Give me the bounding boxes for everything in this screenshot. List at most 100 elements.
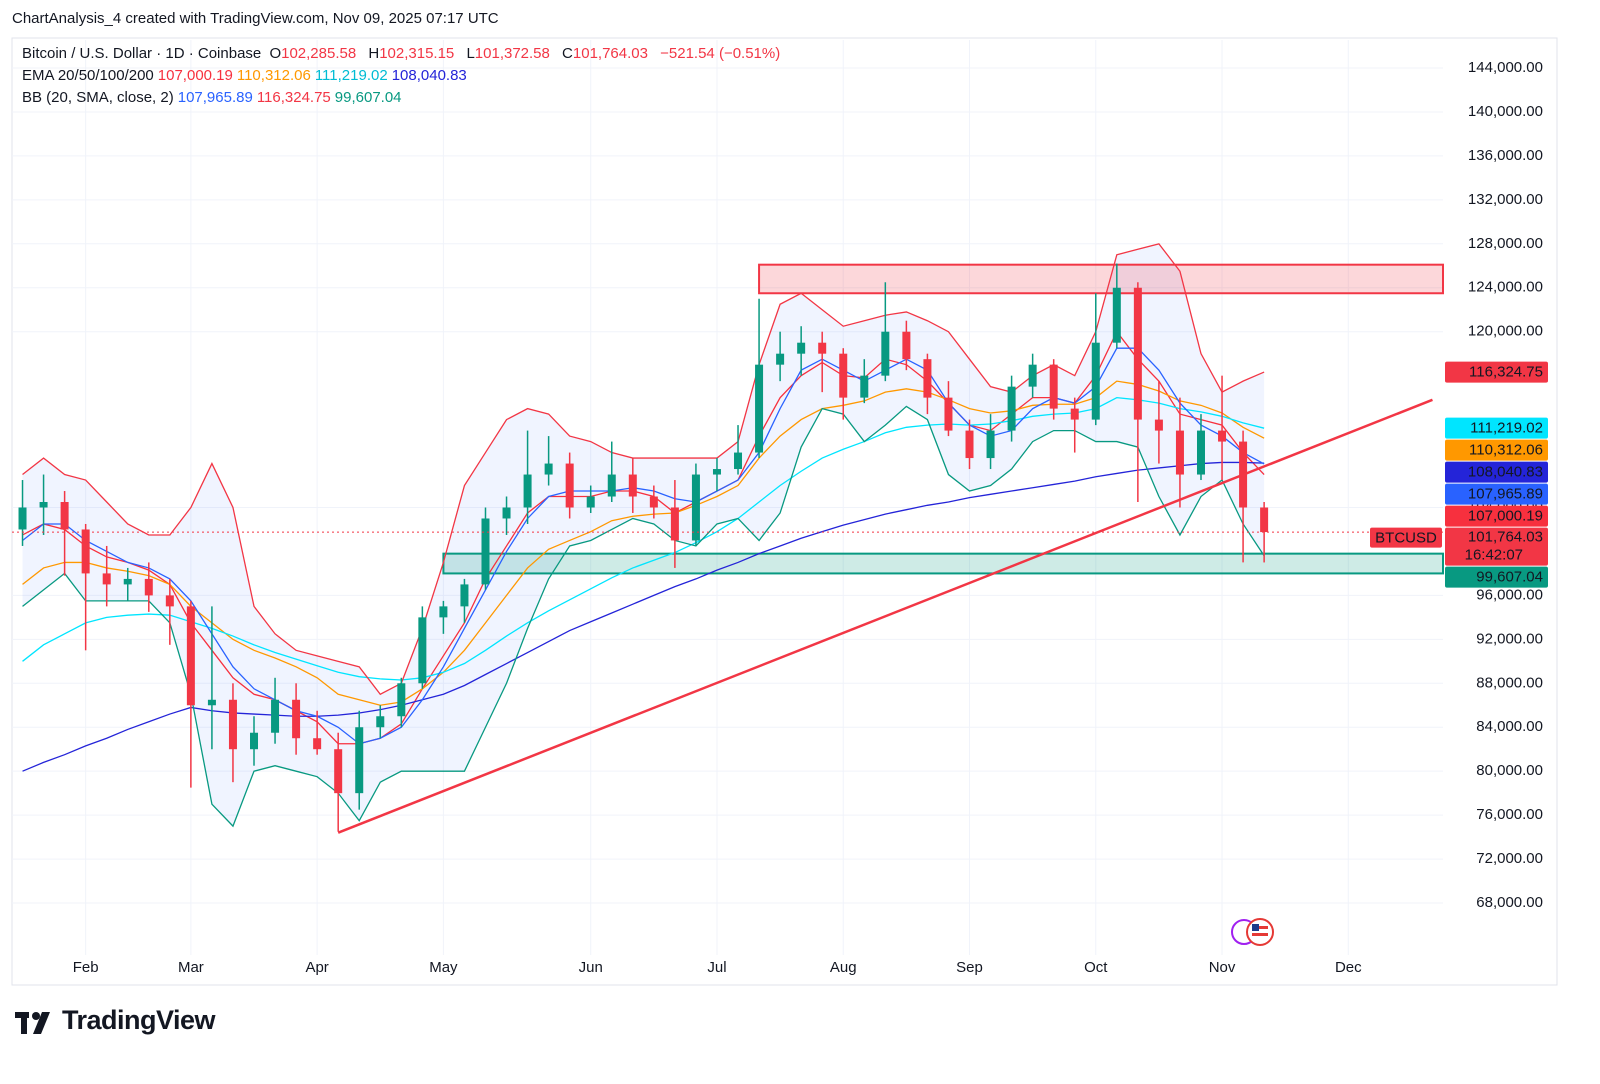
candle-body (1260, 507, 1269, 533)
legend-value: 107,000.19 (157, 67, 233, 84)
candle-body (965, 430, 974, 459)
candle-body (292, 699, 301, 739)
candle-body (123, 578, 132, 585)
quote-value: 101,372.58 (474, 45, 550, 62)
candle-body (144, 578, 153, 596)
x-tick-label: Feb (73, 959, 99, 976)
price-tag (1445, 527, 1548, 566)
y-tick-label: 140,000.00 (1468, 103, 1543, 120)
y-tick-label: 96,000.00 (1476, 586, 1543, 603)
candle-body (712, 469, 721, 475)
x-tick-label: Sep (956, 959, 983, 976)
candle-body (1133, 287, 1142, 420)
candle-body (39, 502, 48, 508)
symbol-tag-label: BTCUSD (1375, 530, 1437, 547)
candle-body (397, 683, 406, 717)
y-tick-label: 120,000.00 (1468, 323, 1543, 340)
y-tick-label: 124,000.00 (1468, 279, 1543, 296)
price-tag-label: 107,965.89 (1468, 486, 1543, 503)
price-tag (1445, 461, 1548, 483)
candle-body (1007, 386, 1016, 431)
event-icons (1231, 918, 1274, 946)
attribution: ChartAnalysis_4 created with TradingView… (12, 10, 499, 27)
price-tag (1445, 439, 1548, 461)
candle-body (607, 474, 616, 497)
candle-body (271, 699, 280, 733)
legend-value: 99,607.04 (334, 89, 402, 106)
y-tick-label: 136,000.00 (1468, 147, 1543, 164)
candle-body (1112, 287, 1121, 343)
candle-body (439, 606, 448, 618)
y-tick-label: 84,000.00 (1476, 718, 1543, 735)
candle-body (691, 474, 700, 541)
quote-l: L101,372.58 (466, 45, 553, 62)
candle-body (1218, 430, 1227, 442)
legend-group: EMA 20/50/100/200 (22, 67, 154, 84)
y-tick-label: 92,000.00 (1476, 630, 1543, 647)
price-tag-label: 108,040.83 (1468, 464, 1543, 481)
price-tag (1445, 505, 1548, 527)
candle-body (923, 359, 932, 398)
candle-body (418, 617, 427, 684)
candle-body (544, 463, 553, 475)
candle-body (670, 507, 679, 541)
candle-body (1154, 419, 1163, 431)
y-tick-label: 132,000.00 (1468, 191, 1543, 208)
price-tag (1445, 361, 1548, 383)
candle-body (460, 584, 469, 607)
zone (442, 552, 1444, 575)
symbol-line: Bitcoin / U.S. Dollar · 1D · Coinbase O1… (22, 45, 784, 62)
candle-body (755, 364, 764, 453)
quote-value: 102,315.15 (379, 45, 455, 62)
candle-body (818, 342, 827, 354)
price-tag-label: 111,219.02 (1470, 420, 1543, 437)
candle-body (565, 463, 574, 508)
quote-value: 101,764.03 (572, 45, 648, 62)
candle-body (165, 595, 174, 607)
x-tick-label: Jul (707, 959, 726, 976)
brand: TradingView (62, 1005, 216, 1035)
ema-legend: EMA 20/50/100/200 107,000.19 110,312.06 111… (22, 67, 471, 84)
x-tick-label: Nov (1209, 959, 1236, 976)
candle-body (1196, 430, 1205, 475)
candle-body (1049, 364, 1058, 409)
x-tick-label: Aug (830, 959, 857, 976)
candle-body (334, 749, 343, 794)
y-tick-label: 88,000.00 (1476, 674, 1543, 691)
quote-value: 102,285.58 (281, 45, 357, 62)
legend-value: 111,219.02 (314, 67, 388, 84)
quote-c: C101,764.03 (562, 45, 652, 62)
price-tag (1445, 483, 1548, 505)
candle-body (986, 430, 995, 459)
zone (758, 263, 1444, 295)
candle-body (797, 342, 806, 354)
candle-body (207, 699, 216, 706)
legend-value: 107,965.89 (177, 89, 253, 106)
y-tick-label: 144,000.00 (1468, 59, 1543, 76)
x-tick-label: May (429, 959, 458, 976)
candle-body (228, 699, 237, 750)
x-tick-label: Jun (579, 959, 603, 976)
bb-fill (22, 243, 1265, 827)
candle-body (649, 496, 658, 508)
candle-body (18, 507, 27, 530)
indicator-line (22, 396, 1265, 681)
price-tag-label: 116,324.75 (1469, 364, 1543, 381)
candle-body (1091, 342, 1100, 420)
countdown: 16:42:07 (1465, 547, 1523, 564)
candle-body (839, 353, 848, 398)
candle-body (81, 529, 90, 574)
change: −521.54 (−0.51%) (660, 45, 781, 62)
x-tick-label: Dec (1335, 959, 1362, 976)
symbol-tag (1370, 527, 1442, 548)
price-tag-label: 101,764.03 (1468, 529, 1543, 546)
candle-body (586, 496, 595, 508)
x-tick-label: Oct (1084, 959, 1108, 976)
candle-body (60, 502, 69, 530)
quote-h: H102,315.15 (368, 45, 458, 62)
indicator-line (22, 405, 1265, 828)
symbol: Bitcoin / U.S. Dollar · 1D · Coinbase (22, 45, 262, 62)
candle-body (523, 474, 532, 508)
quote-key: H (368, 45, 380, 62)
